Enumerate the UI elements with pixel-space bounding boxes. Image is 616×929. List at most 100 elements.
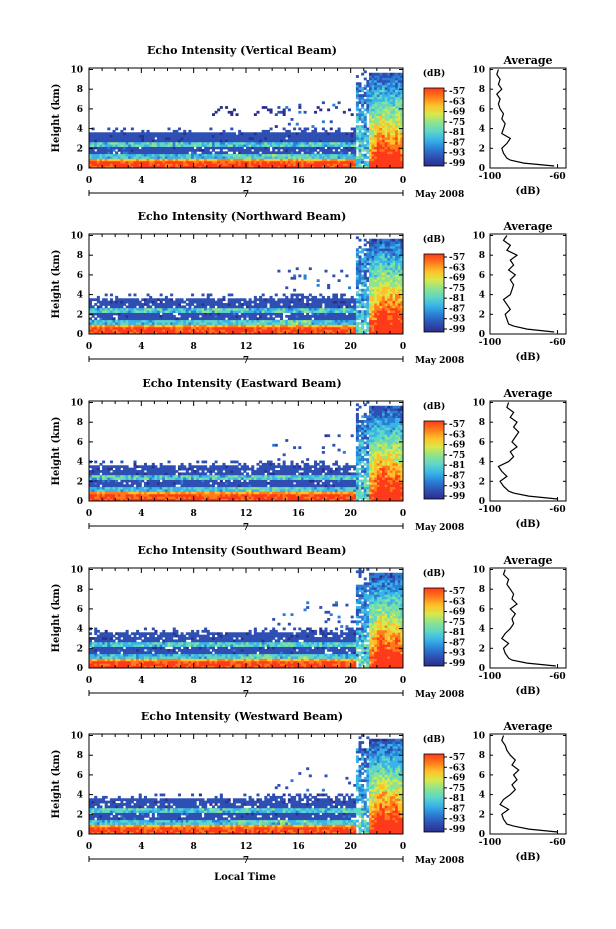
heatmap-cell (379, 108, 383, 112)
heatmap-cell (191, 151, 195, 155)
heatmap-cell (211, 298, 215, 302)
heatmap-cell (151, 329, 155, 333)
heatmap-cell (157, 319, 161, 323)
heatmap-cell (368, 129, 372, 133)
heatmap-cell (400, 151, 404, 155)
heatmap-cell (332, 293, 336, 297)
heatmap-cell (243, 324, 247, 328)
heatmap-cell (382, 79, 386, 83)
heatmap-cell (214, 324, 218, 328)
heatmap-cell (316, 146, 320, 150)
heatmap-cell (259, 322, 263, 325)
heatmap-cell (204, 319, 208, 323)
heatmap-cell (128, 298, 132, 302)
heatmap-cell (400, 120, 404, 124)
heatmap-cell (277, 305, 281, 309)
heatmap-cell (141, 305, 145, 309)
heatmap-cell (293, 324, 297, 328)
heatmap-cell (361, 276, 365, 280)
heatmap-cell (246, 312, 250, 316)
heatmap-cell (235, 146, 239, 150)
heatmap-cell (141, 139, 145, 143)
heatmap-cell (94, 491, 98, 495)
heatmap-cell (136, 137, 140, 140)
heatmap-cell (300, 300, 304, 304)
heatmap-cell (397, 165, 401, 169)
heatmap-cell (191, 331, 195, 335)
heatmap-cell (170, 329, 174, 333)
heatmap-cell (175, 305, 179, 309)
heatmap-cell (94, 481, 98, 485)
heatmap-cell (389, 134, 393, 138)
heatmap-cell (387, 288, 391, 292)
heatmap-cell (327, 148, 331, 152)
heatmap-cell (217, 312, 221, 316)
heatmap-cell (188, 144, 192, 147)
heatmap-cell (259, 141, 263, 145)
heatmap-cell (167, 141, 171, 145)
y-tick-label: 2 (77, 310, 83, 320)
heatmap-cell (277, 106, 281, 109)
heatmap-cell (332, 103, 336, 107)
heatmap-cell (366, 89, 370, 93)
heatmap-cell (285, 305, 289, 309)
heatmap-cell (256, 329, 260, 333)
heatmap-cell (91, 298, 95, 302)
heatmap-cell (395, 243, 399, 247)
heatmap-cell (138, 314, 142, 318)
heatmap-cell (300, 319, 304, 323)
heatmap-cell (363, 153, 367, 157)
heatmap-cell (389, 245, 393, 249)
heatmap-cell (277, 148, 281, 152)
heatmap-cell (130, 319, 134, 323)
heatmap-cell (175, 144, 179, 147)
heatmap-cell (230, 305, 234, 309)
heatmap-cell (358, 137, 362, 140)
heatmap-cell (368, 113, 372, 117)
heatmap-cell (104, 322, 108, 325)
heatmap-cell (96, 310, 100, 313)
heatmap-cell (290, 141, 294, 145)
heatmap-cell (363, 70, 367, 74)
heatmap-cell (376, 151, 380, 155)
heatmap-cell (376, 293, 380, 297)
heatmap-cell (382, 163, 386, 167)
heatmap-cell (337, 151, 341, 155)
heatmap-cell (361, 267, 365, 271)
heatmap-cell (368, 84, 372, 88)
heatmap-cell (400, 101, 404, 105)
heatmap-cell (227, 110, 231, 114)
heatmap-cell (374, 264, 378, 268)
heatmap-cell (379, 331, 383, 335)
heatmap-cell (361, 262, 365, 266)
heatmap-cell (146, 317, 150, 321)
heatmap-cell (295, 326, 299, 330)
heatmap-cell (277, 134, 281, 138)
heatmap-cell (363, 84, 367, 88)
heatmap-cell (227, 156, 231, 159)
heatmap-cell (235, 322, 239, 325)
heatmap-cell (374, 281, 378, 285)
heatmap-cell (188, 326, 192, 330)
heatmap-cell (266, 139, 270, 143)
heatmap-cell (225, 319, 229, 323)
heatmap-cell (170, 134, 174, 138)
heatmap-cell (272, 300, 276, 304)
heatmap-cell (109, 465, 113, 469)
heatmap-cell (264, 106, 268, 109)
heatmap-cell (266, 132, 270, 136)
heatmap-cell (123, 137, 127, 140)
heatmap-cell (397, 264, 401, 268)
heatmap-cell (280, 310, 284, 313)
heatmap-cell (358, 141, 362, 145)
heatmap-cell (368, 303, 372, 306)
heatmap-cell (253, 324, 257, 328)
heatmap-cell (91, 324, 95, 328)
heatmap-cell (303, 322, 307, 325)
heatmap-cell (400, 134, 404, 138)
heatmap-cell (332, 329, 336, 333)
heatmap-cell (324, 137, 328, 140)
heatmap-cell (379, 329, 383, 333)
heatmap-cell (277, 163, 281, 167)
